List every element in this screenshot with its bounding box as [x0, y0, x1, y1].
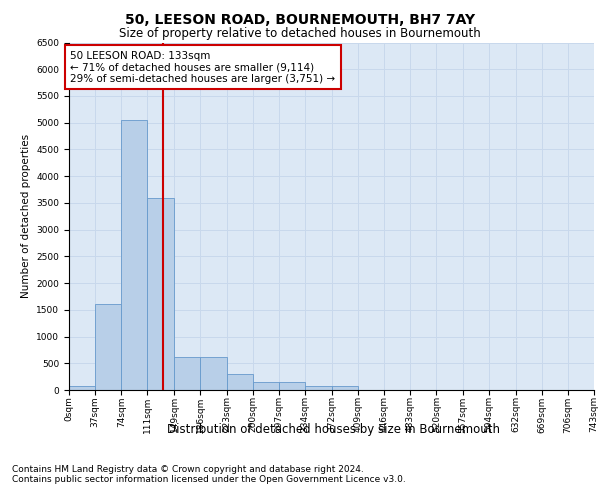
- Bar: [95, 304, 121, 390]
- Text: Distribution of detached houses by size in Bournemouth: Distribution of detached houses by size …: [167, 422, 500, 436]
- Bar: [253, 382, 279, 390]
- Text: Size of property relative to detached houses in Bournemouth: Size of property relative to detached ho…: [119, 28, 481, 40]
- Bar: [332, 386, 358, 390]
- Text: Contains HM Land Registry data © Crown copyright and database right 2024.: Contains HM Land Registry data © Crown c…: [12, 465, 364, 474]
- Text: Contains public sector information licensed under the Open Government Licence v3: Contains public sector information licen…: [12, 475, 406, 484]
- Bar: [279, 382, 305, 390]
- Bar: [227, 374, 253, 390]
- Bar: [69, 386, 95, 390]
- Bar: [121, 120, 148, 390]
- Bar: [200, 357, 227, 390]
- Y-axis label: Number of detached properties: Number of detached properties: [21, 134, 31, 298]
- Bar: [305, 386, 332, 390]
- Text: 50 LEESON ROAD: 133sqm
← 71% of detached houses are smaller (9,114)
29% of semi-: 50 LEESON ROAD: 133sqm ← 71% of detached…: [70, 50, 335, 84]
- Bar: [174, 357, 200, 390]
- Text: 50, LEESON ROAD, BOURNEMOUTH, BH7 7AY: 50, LEESON ROAD, BOURNEMOUTH, BH7 7AY: [125, 12, 475, 26]
- Bar: [148, 198, 174, 390]
